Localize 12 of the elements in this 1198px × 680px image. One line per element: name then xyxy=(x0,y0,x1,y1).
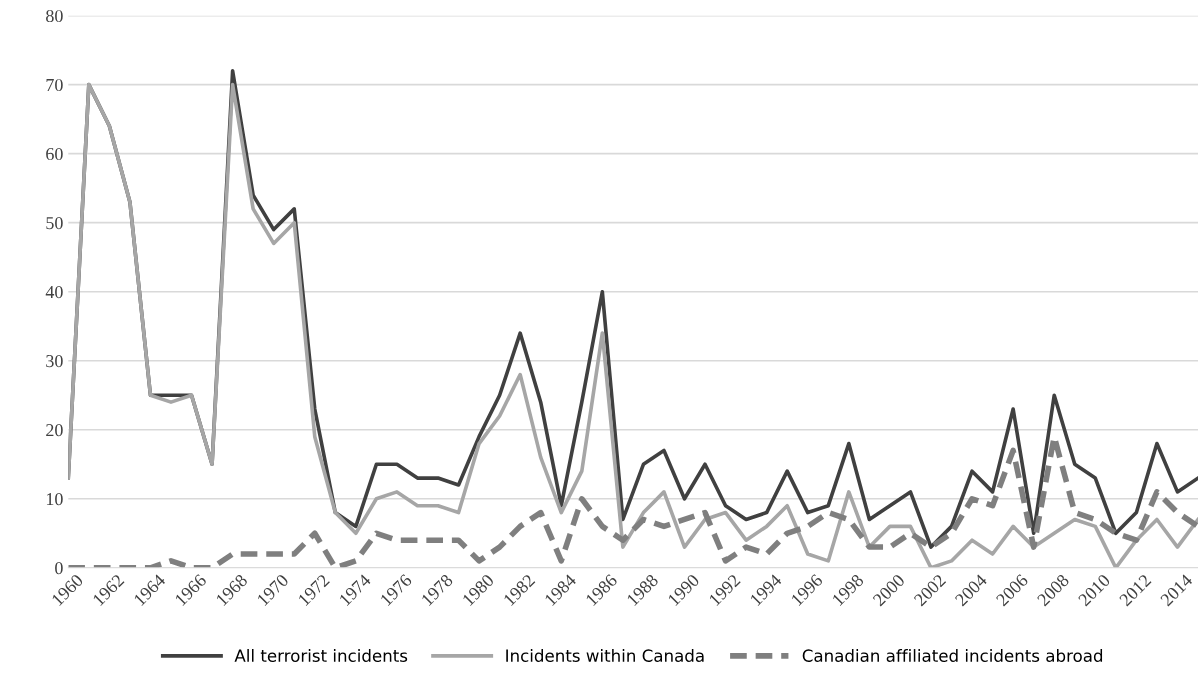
y-tick-label: 60 xyxy=(46,147,63,161)
y-tick-label: 40 xyxy=(45,285,63,299)
y-tick-label: 0 xyxy=(55,562,63,575)
y-tick-label: 10 xyxy=(46,493,63,506)
y-tick-label: 50 xyxy=(46,216,63,230)
legend-label: All terrorist incidents xyxy=(234,649,408,662)
legend-label: Canadian affiliated incidents abroad xyxy=(802,649,1103,662)
legend-label: Incidents within Canada xyxy=(506,649,704,662)
y-tick-label: 30 xyxy=(46,355,63,368)
y-tick-label: 80 xyxy=(46,9,63,23)
y-tick-label: 70 xyxy=(46,78,63,92)
y-tick-label: 20 xyxy=(46,424,63,437)
